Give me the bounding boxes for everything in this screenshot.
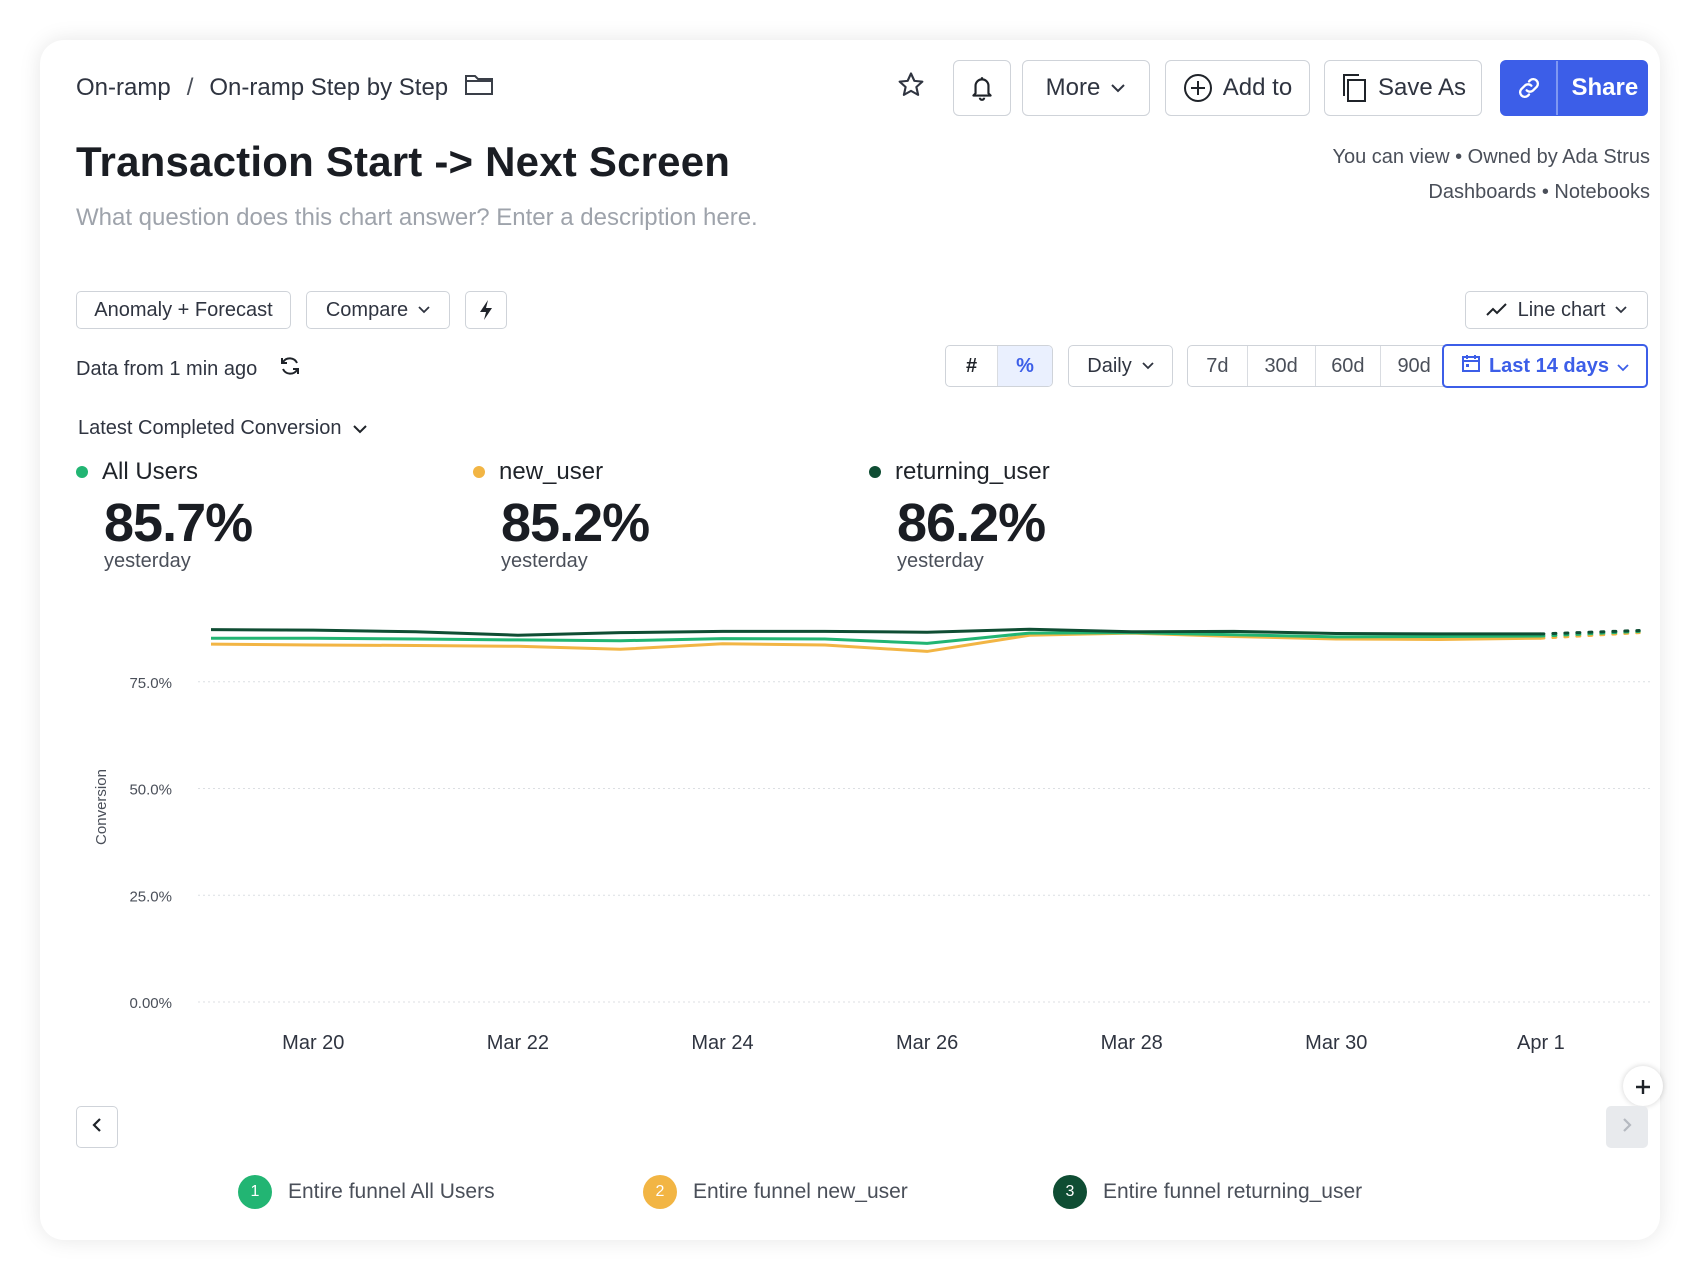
interval-label: Daily [1087, 354, 1132, 377]
data-freshness-label: Data from 1 min ago [76, 357, 258, 380]
add-to-button[interactable]: Add to [1165, 60, 1310, 116]
scroll-right-button[interactable] [1606, 1106, 1648, 1148]
legend-number-badge: 3 [1053, 1175, 1087, 1209]
scroll-left-button[interactable] [76, 1106, 118, 1148]
kpi-all-users: All Users 85.7% yesterday [76, 458, 253, 573]
kpi-value: 85.2% [501, 493, 650, 553]
series-color-dot [473, 466, 485, 478]
date-range-label: Last 14 days [1488, 354, 1610, 377]
chart-type-label: Line chart [1517, 298, 1606, 321]
alert-button[interactable] [953, 60, 1011, 116]
breadcrumb-separator: / [186, 73, 194, 101]
breadcrumb-current[interactable]: On-ramp Step by Step [209, 73, 449, 101]
unit-toggle: # % [945, 345, 1053, 387]
percent-toggle[interactable]: % [998, 346, 1052, 386]
chevron-down-icon [1615, 306, 1628, 314]
kpi-name: returning_user [895, 458, 1050, 485]
count-toggle[interactable]: # [946, 346, 999, 386]
legend-label: Entire funnel returning_user [1103, 1180, 1363, 1203]
legend-label: Entire funnel All Users [288, 1180, 495, 1203]
page-title: Transaction Start -> Next Screen [76, 138, 731, 185]
data-freshness: Data from 1 min ago [76, 355, 301, 383]
star-icon[interactable] [896, 70, 926, 105]
lightning-button[interactable] [465, 291, 507, 329]
description-input[interactable]: What question does this chart answer? En… [76, 204, 758, 231]
anomaly-forecast-button[interactable]: Anomaly + Forecast [76, 291, 291, 329]
share-label: Share [1571, 74, 1639, 101]
related-links[interactable]: Dashboards • Notebooks [1428, 181, 1650, 203]
chevron-down-icon [1617, 355, 1629, 378]
range-7d[interactable]: 7d [1188, 346, 1248, 386]
copy-icon [1340, 72, 1368, 104]
range-30d[interactable]: 30d [1248, 346, 1316, 386]
legend-item-all-users[interactable]: 1 Entire funnel All Users [238, 1175, 495, 1209]
save-as-label: Save As [1377, 74, 1467, 101]
link-icon [1501, 74, 1556, 102]
breadcrumb-parent[interactable]: On-ramp [76, 73, 171, 101]
chevron-down-icon [418, 306, 430, 314]
ownership-info: You can view • Owned by Ada Strus Dashbo… [1332, 140, 1650, 210]
chevron-down-icon [353, 417, 368, 440]
kpi-name: new_user [499, 458, 604, 485]
share-divider [1556, 61, 1558, 115]
anomaly-forecast-label: Anomaly + Forecast [94, 298, 273, 321]
lightning-icon [478, 299, 494, 321]
share-button[interactable]: Share [1500, 60, 1648, 116]
kpi-subtitle: yesterday [501, 550, 588, 572]
calendar-icon [1461, 353, 1481, 379]
legend-number-badge: 1 [238, 1175, 272, 1209]
chevron-down-icon [1110, 83, 1126, 93]
save-as-button[interactable]: Save As [1324, 60, 1482, 116]
kpi-value: 85.7% [104, 493, 253, 553]
kpi-name: All Users [102, 458, 199, 485]
chevron-down-icon [1142, 362, 1154, 370]
legend-item-new-user[interactable]: 2 Entire funnel new_user [643, 1175, 908, 1209]
more-button[interactable]: More [1022, 60, 1150, 116]
kpi-subtitle: yesterday [104, 550, 191, 572]
kpi-new-user: new_user 85.2% yesterday [473, 458, 650, 573]
bell-icon [969, 74, 995, 102]
range-90d[interactable]: 90d [1397, 354, 1431, 377]
kpi-value: 86.2% [897, 493, 1046, 553]
more-label: More [1045, 74, 1101, 101]
line-chart-icon [1485, 303, 1508, 317]
interval-dropdown[interactable]: Daily [1068, 345, 1173, 387]
plus-circle-icon [1183, 73, 1213, 103]
compare-dropdown[interactable]: Compare [306, 291, 450, 329]
date-range-dropdown[interactable]: Last 14 days [1442, 344, 1648, 388]
metric-selector[interactable]: Latest Completed Conversion [78, 417, 368, 440]
refresh-icon[interactable] [279, 355, 301, 383]
chevron-left-icon [92, 1117, 102, 1138]
permissions-text: You can view • Owned by Ada Strus [1332, 146, 1650, 168]
chevron-right-icon [1622, 1117, 1632, 1138]
add-to-label: Add to [1222, 74, 1293, 101]
range-60d[interactable]: 60d [1316, 346, 1382, 386]
legend-number-badge: 2 [643, 1175, 677, 1209]
series-color-dot [869, 466, 881, 478]
metric-selector-label: Latest Completed Conversion [78, 417, 342, 439]
kpi-subtitle: yesterday [897, 550, 984, 572]
range-selector: 7d 30d 60d 90d [1187, 345, 1447, 387]
series-color-dot [76, 466, 88, 478]
compare-label: Compare [325, 298, 409, 321]
legend-item-returning-user[interactable]: 3 Entire funnel returning_user [1053, 1175, 1362, 1209]
folder-icon[interactable] [464, 72, 494, 103]
plus-icon [1635, 1071, 1651, 1102]
chart-type-dropdown[interactable]: Line chart [1465, 291, 1648, 329]
legend-label: Entire funnel new_user [693, 1180, 908, 1203]
breadcrumb: On-ramp / On-ramp Step by Step [76, 72, 494, 103]
kpi-returning-user: returning_user 86.2% yesterday [869, 458, 1050, 573]
add-annotation-button[interactable] [1623, 1066, 1663, 1106]
